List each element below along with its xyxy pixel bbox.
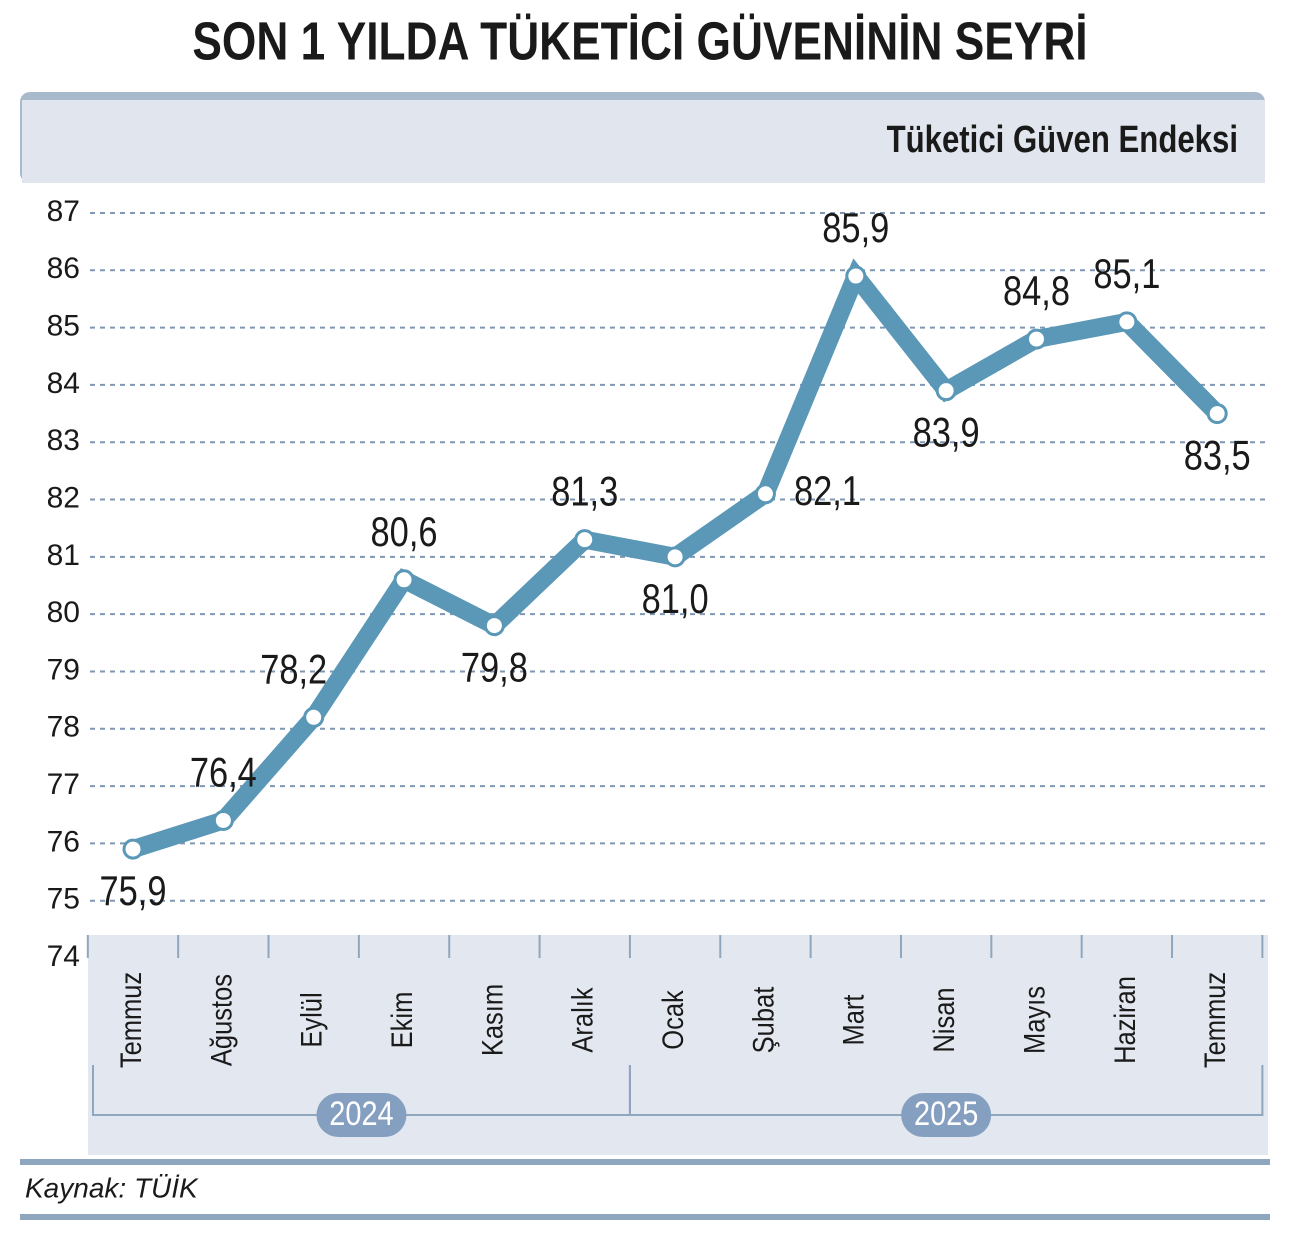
x-tick-label: Temmuz [1198, 972, 1231, 1068]
x-tick-label: Aralık [566, 987, 599, 1052]
value-label: 84,8 [1003, 268, 1070, 315]
x-tick-label: Ağustos [204, 974, 237, 1066]
x-tick-label: Temmuz [114, 972, 147, 1068]
point [754, 483, 776, 505]
value-label: 76,4 [190, 749, 257, 796]
group-label: 2025 [914, 1094, 978, 1133]
group-label: 2024 [329, 1094, 393, 1133]
point [935, 380, 957, 402]
value-label: 83,9 [913, 410, 980, 457]
y-tick-label: 82 [47, 481, 80, 514]
chart-subtitle: Tüketici Güven Endeksi [887, 119, 1238, 161]
value-label: 83,5 [1184, 432, 1251, 479]
value-label: 85,9 [822, 205, 889, 252]
value-label: 82,1 [794, 468, 861, 515]
point [212, 809, 234, 831]
source: Kaynak: TÜİK [25, 1172, 199, 1203]
point [303, 706, 325, 728]
y-tick-label: 80 [47, 596, 80, 629]
x-tick-label: Mayıs [1017, 986, 1050, 1054]
y-tick-label: 77 [47, 768, 80, 801]
value-label: 81,0 [642, 576, 709, 623]
x-tick-label: Şubat [746, 986, 779, 1053]
chart-title: SON 1 YILDA TÜKETİCİ GÜVENİNİN SEYRİ [192, 11, 1087, 71]
x-tick-label: Eylül [295, 992, 328, 1047]
y-tick-label: 81 [47, 539, 80, 572]
group-pill [316, 1093, 407, 1137]
point [122, 838, 144, 860]
x-tick-label: Nisan [927, 987, 960, 1052]
category-band [88, 935, 1268, 1155]
y-tick-label: 87 [47, 195, 80, 228]
point [1206, 403, 1228, 425]
y-tick-label: 86 [47, 252, 80, 285]
value-label: 79,8 [461, 645, 528, 692]
x-tick-label: Mart [837, 994, 870, 1045]
y-tick-label: 79 [47, 653, 80, 686]
y-tick-label: 85 [47, 310, 80, 343]
point [1026, 328, 1047, 350]
x-tick-label: Ocak [656, 990, 689, 1050]
value-label: 81,3 [551, 469, 618, 516]
point [393, 569, 415, 591]
y-tick-label: 78 [47, 711, 80, 744]
point [483, 615, 505, 637]
point [574, 529, 596, 551]
value-label: 78,2 [260, 646, 327, 693]
point [664, 546, 686, 568]
x-tick-label: Kasım [475, 984, 508, 1056]
value-label: 85,1 [1093, 251, 1160, 298]
y-tick-label: 83 [47, 424, 80, 457]
group-pill [901, 1093, 992, 1137]
header-band [22, 100, 1265, 183]
y-tick-label: 76 [47, 825, 80, 858]
value-label: 80,6 [371, 509, 438, 556]
y-tick-label: 74 [47, 940, 80, 973]
y-tick-label: 84 [47, 367, 80, 400]
x-tick-label: Ekim [385, 992, 418, 1049]
x-tick-label: Haziran [1108, 976, 1141, 1064]
point [845, 265, 867, 287]
value-label: 75,9 [99, 868, 166, 915]
y-tick-label: 75 [47, 883, 80, 916]
point [1116, 311, 1138, 333]
